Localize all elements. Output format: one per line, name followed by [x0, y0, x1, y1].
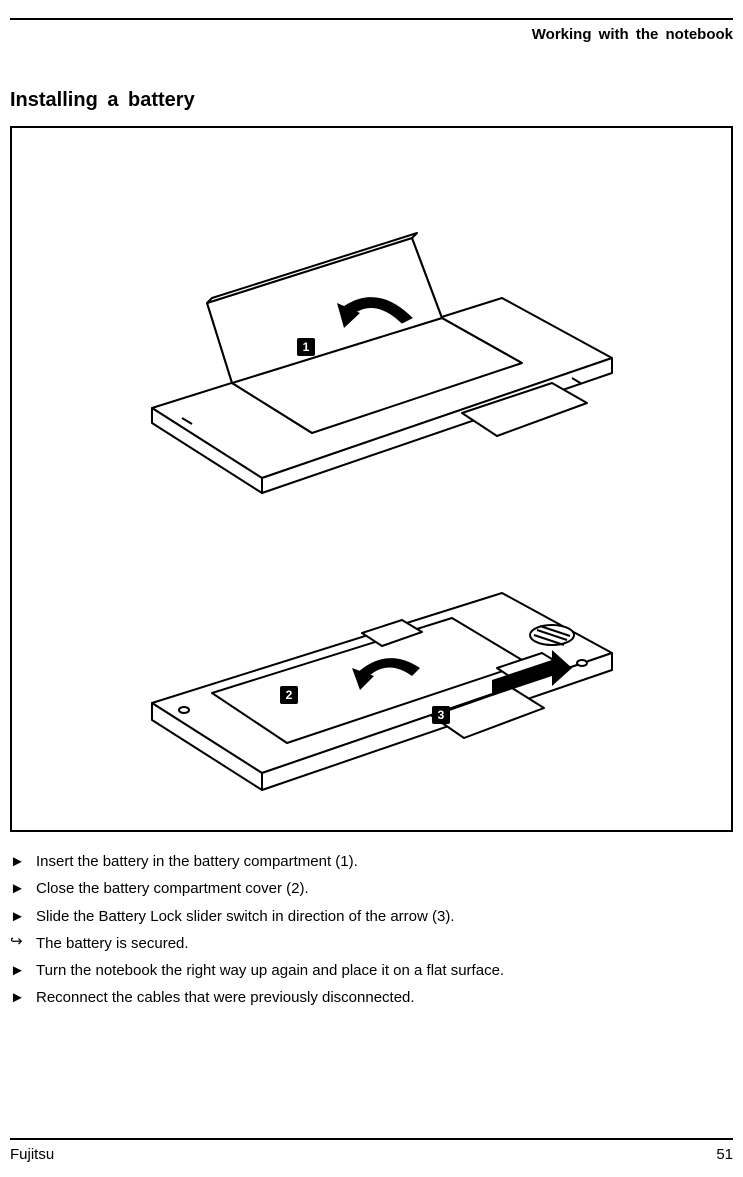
step-text: Reconnect the cables that were previousl…: [36, 986, 733, 1009]
step-item: ► Slide the Battery Lock slider switch i…: [10, 905, 733, 928]
step-text: Close the battery compartment cover (2).: [36, 877, 733, 900]
step-text: Insert the battery in the battery compar…: [36, 850, 733, 873]
footer-rule: [10, 1138, 733, 1140]
footer-brand: Fujitsu: [10, 1146, 54, 1163]
step-bullet-icon: ►: [10, 905, 36, 928]
step-text: Turn the notebook the right way up again…: [36, 959, 733, 982]
page-footer: Fujitsu 51: [10, 1138, 733, 1163]
section-title: Installing a battery: [10, 89, 733, 112]
step-item: ► Turn the notebook the right way up aga…: [10, 959, 733, 982]
step-item: ► Insert the battery in the battery comp…: [10, 850, 733, 873]
step-bullet-icon: ►: [10, 986, 36, 1009]
step-item: ► Reconnect the cables that were previou…: [10, 986, 733, 1009]
footer-page-number: 51: [716, 1146, 733, 1163]
step-item: ► Close the battery compartment cover (2…: [10, 877, 733, 900]
callout-2: 2: [280, 686, 298, 704]
steps-list: ► Insert the battery in the battery comp…: [10, 850, 733, 1010]
figure-box: 1: [10, 126, 733, 832]
step-text: The battery is secured.: [36, 932, 733, 955]
step-bullet-icon: ►: [10, 850, 36, 873]
step-bullet-icon: ►: [10, 959, 36, 982]
running-head: Working with the notebook: [10, 20, 733, 43]
step-text: Slide the Battery Lock slider switch in …: [36, 905, 733, 928]
diagram-battery-insert: [112, 178, 632, 498]
diagram-battery-lock: [112, 528, 632, 818]
callout-1: 1: [297, 338, 315, 356]
callout-3: 3: [432, 706, 450, 724]
step-bullet-icon: ►: [10, 877, 36, 900]
step-item: ↪ The battery is secured.: [10, 932, 733, 955]
result-arrow-icon: ↪: [10, 932, 36, 955]
